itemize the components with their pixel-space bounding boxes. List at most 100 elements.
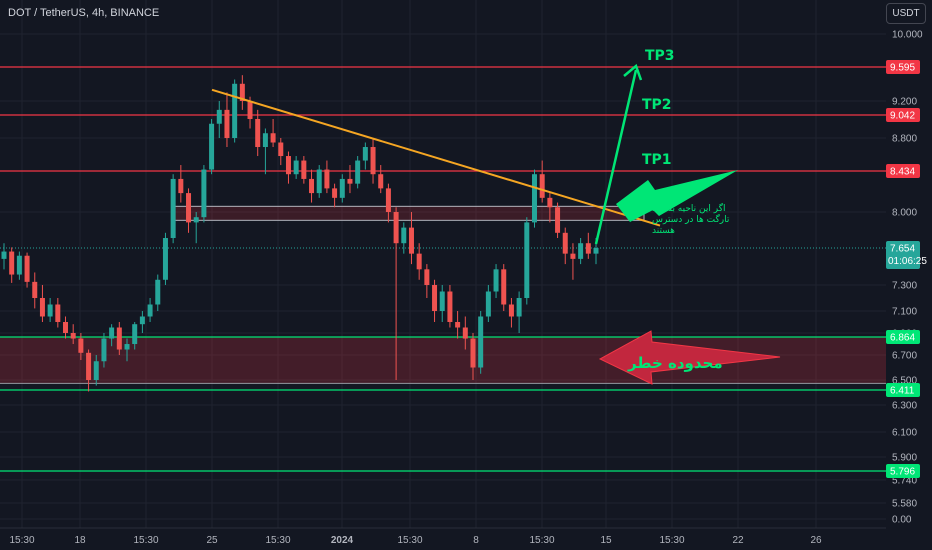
candle-body — [524, 222, 530, 298]
candle — [39, 285, 45, 322]
candle-body — [178, 178, 184, 194]
candle — [224, 92, 230, 148]
candle-body — [86, 352, 92, 380]
price-level-tag — [886, 164, 920, 178]
note-line-3: هستند — [652, 226, 675, 236]
candle-body — [370, 147, 376, 175]
candle-body — [455, 322, 461, 328]
candle — [1, 243, 7, 270]
tp2-label: TP2 — [642, 97, 672, 113]
candle — [570, 243, 576, 280]
candle-body — [270, 133, 276, 143]
candle-body — [278, 142, 284, 157]
price-level-tag — [886, 330, 920, 344]
current-price-tag — [886, 241, 920, 269]
candle-body — [570, 253, 576, 259]
chart-grid — [0, 0, 886, 528]
time-axis[interactable]: 15:30 18 15:30 25 15:30 2024 15:30 8 15:30 15 15:3… — [0, 527, 886, 546]
candle — [155, 274, 161, 311]
candle — [216, 101, 222, 138]
descending-trendline[interactable] — [211, 88, 661, 227]
candle — [101, 333, 107, 368]
target-arrow-line — [594, 69, 638, 245]
price-level-tag-text: 6.864 — [890, 333, 915, 344]
candle-body — [193, 217, 199, 223]
candle — [416, 243, 422, 280]
time-tick-label: 22 — [732, 535, 744, 546]
candle — [293, 156, 299, 179]
candle — [178, 165, 184, 203]
candle-body — [339, 178, 345, 198]
currency-button[interactable]: USDT — [886, 3, 926, 24]
candle — [9, 247, 15, 283]
candle — [524, 217, 530, 305]
candle — [562, 227, 568, 265]
candle — [516, 291, 522, 333]
candle — [316, 165, 322, 198]
time-tick-label: 8 — [473, 535, 479, 546]
note-line-2: تارگت ها در دسترس — [652, 213, 730, 225]
candle — [578, 238, 584, 265]
price-tick-label: 5.580 — [892, 499, 917, 510]
price-tick-label: 0.00 — [892, 515, 912, 526]
time-tick-label: 18 — [74, 535, 86, 546]
red-pointer-arrow — [598, 330, 781, 385]
candle-body — [324, 169, 330, 189]
price-axis[interactable]: 10.0009.2008.8008.0007.3007.1006.9006.70… — [886, 0, 932, 550]
time-tick-label: 15:30 — [397, 535, 422, 546]
candle-body — [9, 251, 15, 275]
candle — [362, 142, 368, 170]
tp1-label: TP1 — [642, 152, 672, 168]
candle-body — [332, 188, 338, 198]
candle-body — [362, 147, 368, 161]
price-level-tag — [886, 60, 920, 74]
candle — [186, 188, 192, 233]
price-level-tag-text: 6.411 — [890, 386, 915, 397]
candle — [24, 252, 30, 288]
candle — [86, 349, 92, 392]
candle — [378, 165, 384, 194]
candle-body — [578, 243, 584, 259]
candle — [432, 279, 438, 322]
candle — [209, 118, 215, 175]
candle-body — [355, 160, 361, 184]
candle-body — [63, 322, 69, 333]
candle — [193, 212, 199, 244]
candle-body — [555, 207, 561, 233]
candle-body — [462, 327, 468, 339]
candle-body — [70, 333, 76, 339]
candlestick-series — [1, 75, 599, 392]
candle-body — [393, 212, 399, 244]
candle — [393, 207, 399, 380]
chart-drawings — [211, 63, 781, 385]
candle-body — [470, 338, 476, 368]
candle-body — [124, 344, 130, 350]
tp3-label: TP3 — [645, 48, 675, 64]
candle — [531, 169, 537, 228]
candle-body — [147, 304, 153, 317]
candle-body — [316, 169, 322, 194]
candle-body — [478, 316, 484, 368]
time-tick-label: 26 — [810, 535, 822, 546]
candle — [370, 138, 376, 184]
price-level-tag — [886, 383, 920, 397]
time-tick-label: 2024 — [331, 535, 354, 546]
candle — [139, 311, 145, 333]
candle-body — [16, 255, 22, 275]
candle-body — [408, 227, 414, 254]
candle-body — [447, 291, 453, 322]
symbol-title[interactable]: DOT / TetherUS, 4h, BINANCE — [8, 7, 160, 19]
chart-annotations: TP3 TP2 TP1 اگر این ناحیه بشکند تارگت ها… — [627, 48, 730, 372]
green-pointer-arrow — [616, 170, 738, 222]
candle-body — [155, 279, 161, 305]
price-level-tag-text: 8.434 — [890, 167, 915, 178]
candle-body — [439, 291, 445, 311]
candle-body — [201, 169, 207, 218]
candle-body — [47, 304, 53, 317]
candle-body — [247, 101, 253, 119]
candle-body — [531, 174, 537, 223]
candle-body — [32, 281, 38, 298]
price-tick-label: 10.000 — [892, 30, 923, 41]
candle-body — [347, 178, 353, 184]
